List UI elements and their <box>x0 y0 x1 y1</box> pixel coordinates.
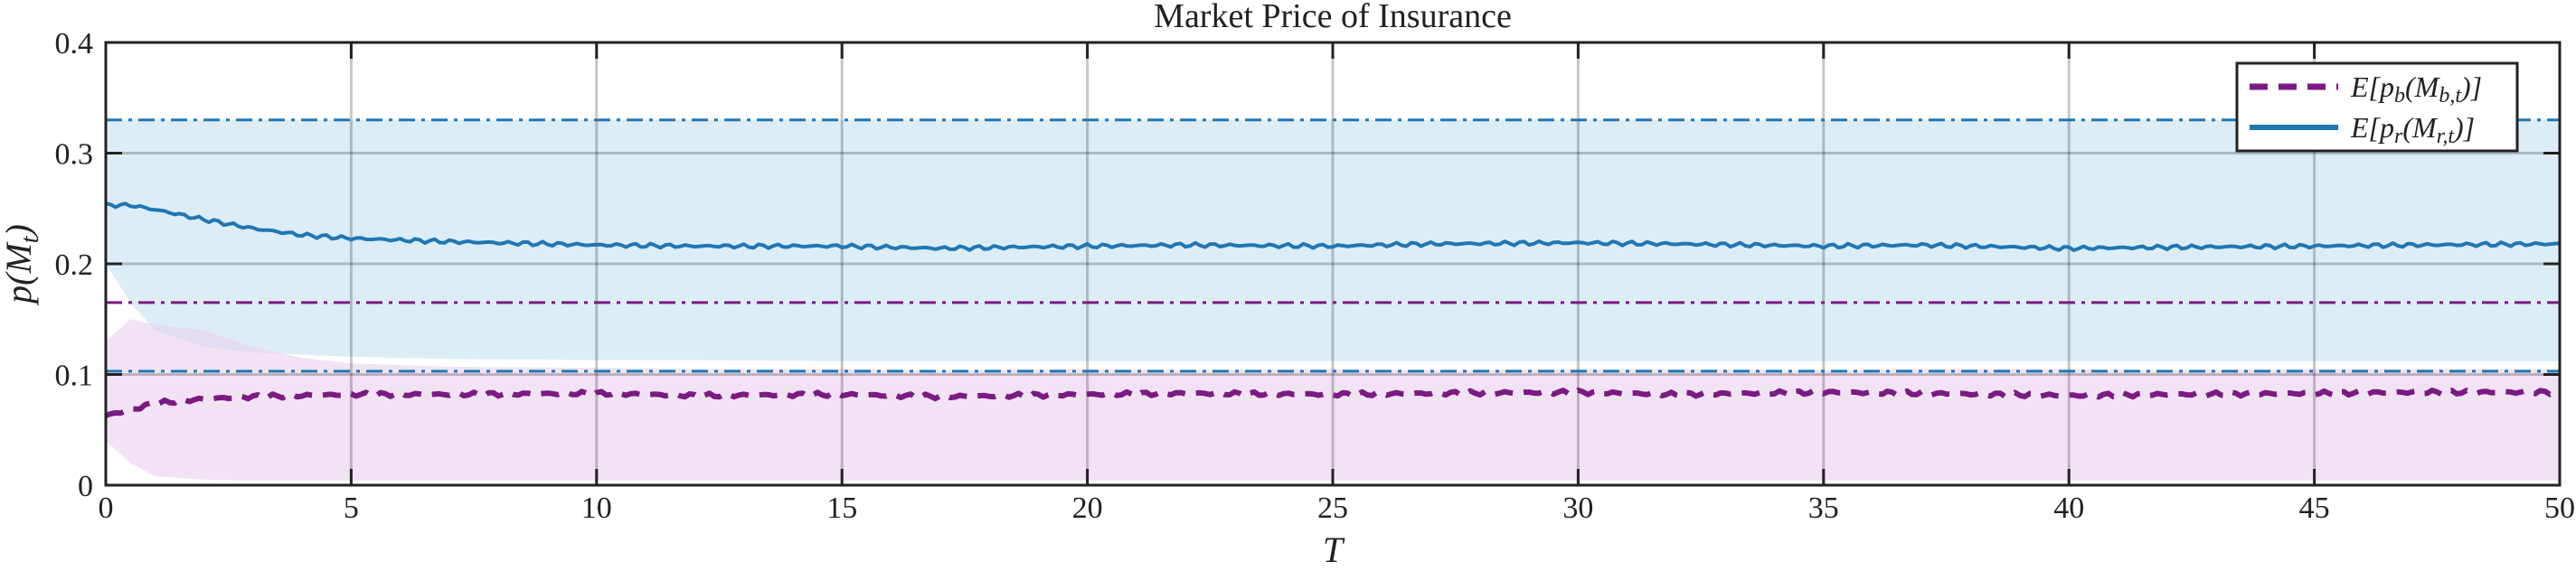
band-series-0 <box>106 319 2560 482</box>
plot-area <box>104 41 2562 487</box>
x-tick-label-9: 45 <box>2299 491 2330 525</box>
y-tick-label-4: 0.4 <box>55 27 94 61</box>
tick-marks <box>104 41 2562 487</box>
x-tick-label-1: 5 <box>344 491 359 525</box>
x-tick-labels: 0 5 10 15 20 25 30 35 40 45 50 <box>99 491 2576 525</box>
x-axis-label: T <box>1323 529 1345 570</box>
x-tick-label-2: 10 <box>581 491 612 525</box>
y-axis-label-subscript: t <box>16 235 44 243</box>
y-tick-label-2: 0.2 <box>55 248 94 282</box>
x-tick-label-5: 25 <box>1317 491 1348 525</box>
series-lines <box>105 201 2562 418</box>
legend-box <box>2235 61 2519 153</box>
x-tick-label-0: 0 <box>99 491 114 525</box>
x-tick-label-6: 30 <box>1562 491 1593 525</box>
y-tick-label-0: 0 <box>78 470 93 503</box>
y-axis-label-close: ) <box>0 224 39 238</box>
band-series-1 <box>106 119 2560 361</box>
y-tick-labels: 0 0.1 0.2 0.3 0.4 <box>55 27 94 503</box>
x-tick-label-10: 50 <box>2544 491 2575 525</box>
y-tick-label-1: 0.1 <box>55 360 94 393</box>
chart-title: Market Price of Insurance <box>1154 0 1512 35</box>
series-line-1 <box>105 201 2561 252</box>
legend-label-pb: E[pb(Mb,t)] <box>2350 70 2482 108</box>
x-tick-label-3: 15 <box>826 491 857 525</box>
x-tick-label-8: 40 <box>2053 491 2084 525</box>
legend-label-pr: E[pr(Mr,t)] <box>2350 111 2475 148</box>
series-line-0 <box>105 387 2562 418</box>
x-tick-label-7: 35 <box>1808 491 1839 525</box>
confidence-bands <box>106 119 2560 482</box>
y-tick-label-3: 0.3 <box>55 138 94 172</box>
legend: E[pb(Mb,t)] E[pr(Mr,t)] <box>2235 61 2519 153</box>
x-tick-label-4: 20 <box>1072 491 1103 525</box>
y-axis-label: p(Mt) <box>0 224 44 306</box>
